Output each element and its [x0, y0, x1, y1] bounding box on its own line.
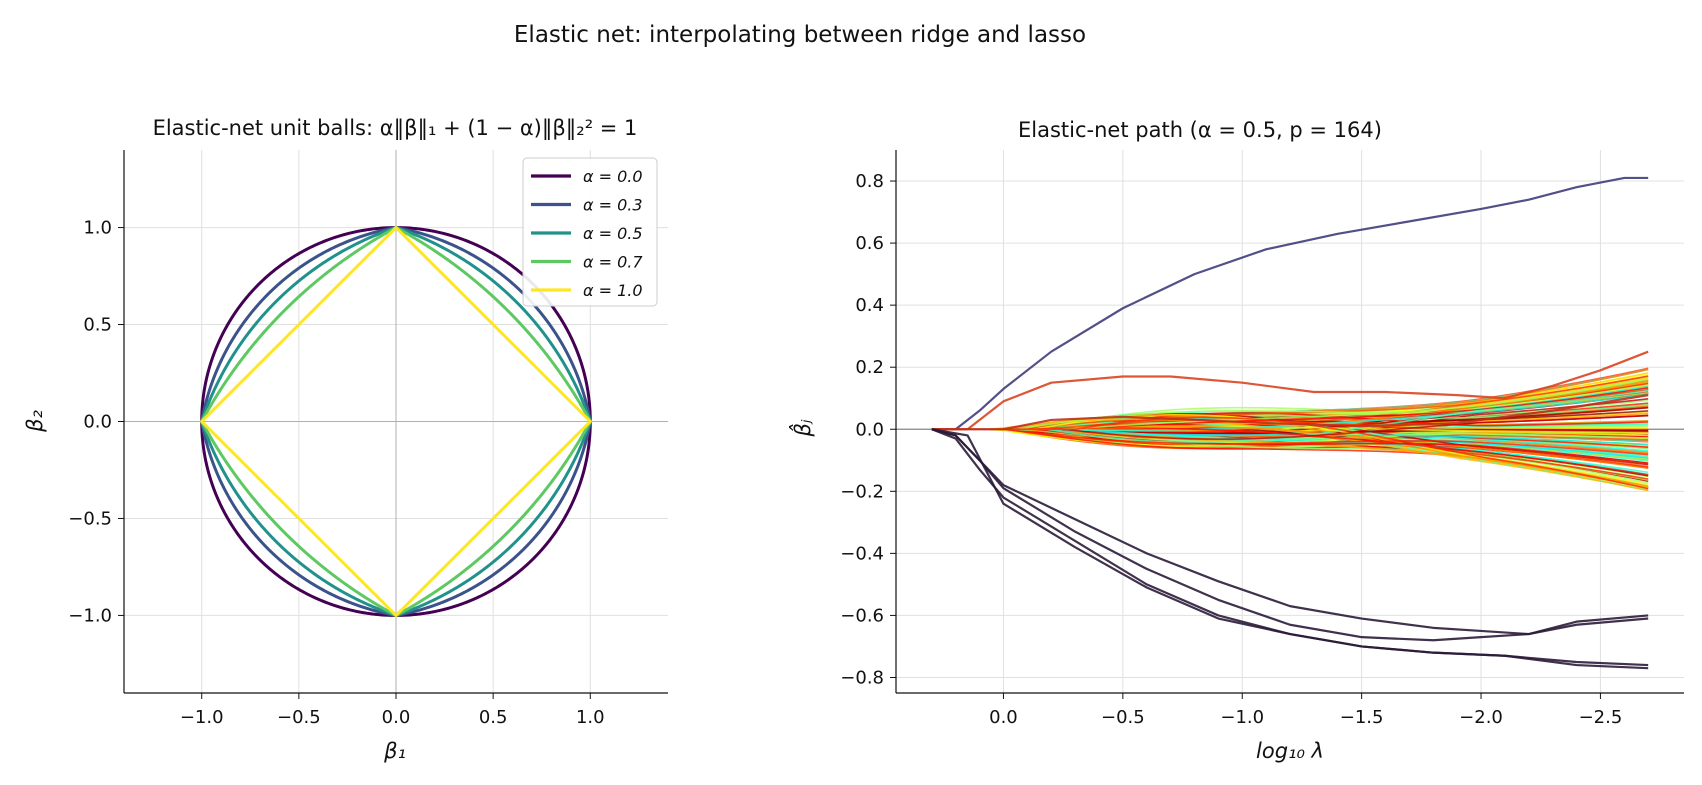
left-xtick-label: 0.0 — [382, 707, 411, 728]
left-curves — [200, 226, 592, 617]
highlighted-coef-line-2 — [931, 394, 1649, 431]
coef-path-line — [931, 428, 1649, 464]
left-ytick-label: 0.0 — [83, 412, 112, 433]
legend-box — [522, 157, 658, 307]
left-ytick-label: 0.5 — [83, 315, 112, 336]
legend-label-4: α = 1.0 — [583, 281, 643, 300]
coef-path-line — [931, 416, 1649, 490]
right-ytick-label: −0.2 — [840, 481, 884, 502]
legend-label-1: α = 0.3 — [583, 196, 643, 215]
figure-suptitle: Elastic net: interpolating between ridge… — [514, 22, 1086, 48]
legend-label-3: α = 0.7 — [583, 253, 643, 272]
right-path-lines — [931, 176, 1649, 670]
legend-label-2: α = 0.5 — [583, 224, 643, 243]
unit-balls-panel: Elastic-net unit balls: α‖β‖₁ + (1 − α)‖… — [23, 116, 668, 763]
highlighted-coef-line-0 — [931, 176, 1649, 431]
highlighted-coef-line-6 — [931, 428, 1649, 667]
unit-ball-curve-4 — [200, 226, 592, 617]
right-xtick-label: −2.0 — [1459, 707, 1503, 728]
right-ticks: 0.0 −0.5 −1.0 −1.5 −2.0 −2.5 0.8 0.6 0.4 0.2 0.0 −0… — [840, 171, 1622, 728]
right-panel-title: Elastic-net path (α = 0.5, p = 164) — [1018, 118, 1382, 142]
coef-path-line — [931, 428, 1649, 456]
left-xtick-label: −1.0 — [180, 707, 224, 728]
right-ytick-label: 0.0 — [855, 419, 884, 440]
right-ytick-label: −0.8 — [840, 667, 884, 688]
left-ytick-label: −1.0 — [68, 605, 112, 626]
elastic-net-path-panel: Elastic-net path (α = 0.5, p = 164) 0.0 −… — [789, 118, 1684, 763]
right-ytick-label: 0.4 — [855, 295, 884, 316]
left-ylabel: β₂ — [23, 410, 47, 433]
right-xtick-label: −0.5 — [1101, 707, 1145, 728]
right-xtick-label: −2.5 — [1579, 707, 1623, 728]
highlighted-coef-line-5 — [931, 428, 1649, 636]
right-ytick-label: 0.8 — [855, 171, 884, 192]
right-xtick-label: 0.0 — [989, 707, 1018, 728]
left-panel-title: Elastic-net unit balls: α‖β‖₁ + (1 − α)‖… — [153, 116, 638, 141]
left-ytick-label: −0.5 — [68, 508, 112, 529]
right-xtick-label: −1.0 — [1220, 707, 1264, 728]
left-xlabel: β₁ — [383, 739, 406, 763]
right-ytick-label: −0.6 — [840, 605, 884, 626]
left-ytick-label: 1.0 — [83, 218, 112, 239]
highlighted-coef-line-1 — [931, 350, 1649, 431]
right-ytick-label: 0.6 — [855, 233, 884, 254]
left-xtick-label: 1.0 — [576, 707, 605, 728]
right-xtick-label: −1.5 — [1340, 707, 1384, 728]
legend-label-0: α = 0.0 — [583, 167, 643, 186]
left-ticks: −1.0 −0.5 0.0 0.5 1.0 1.0 0.5 0.0 −0.5 −1.0 — [68, 218, 604, 728]
right-axes — [895, 150, 1684, 694]
right-ytick-label: 0.2 — [855, 357, 884, 378]
left-xtick-label: −0.5 — [277, 707, 321, 728]
left-legend: α = 0.0 α = 0.3 α = 0.5 α = 0.7 α = 1.0 — [522, 157, 658, 307]
right-ylabel: β̂ⱼ — [789, 419, 815, 437]
right-ytick-label: −0.4 — [840, 543, 884, 564]
right-xlabel: log₁₀ λ — [1256, 739, 1324, 763]
left-xtick-label: 0.5 — [479, 707, 508, 728]
coef-path-line — [931, 392, 1649, 431]
